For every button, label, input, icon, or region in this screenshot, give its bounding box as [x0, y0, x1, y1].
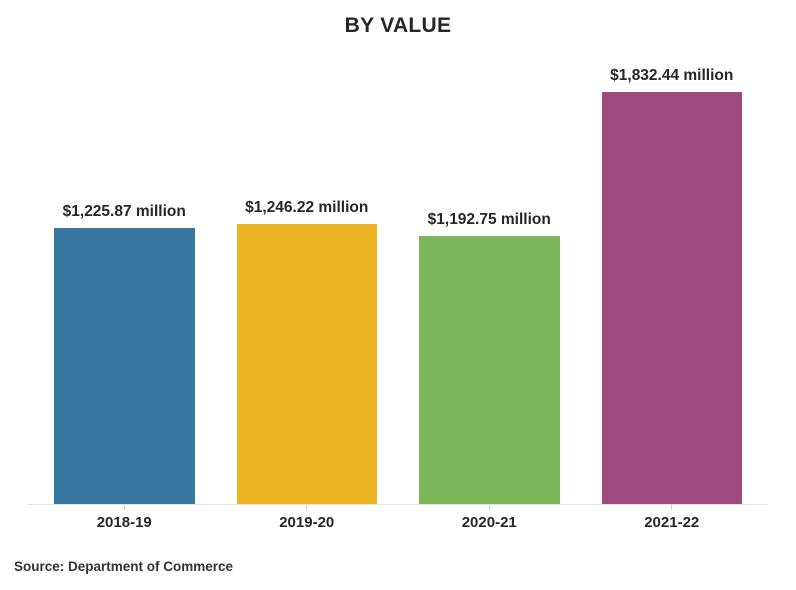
chart-title: BY VALUE [344, 14, 452, 37]
axis-tick [306, 505, 308, 510]
x-axis-labels: 2018-19 2019-20 2020-21 2021-22 [28, 505, 768, 531]
bar-column-2020-21: $1,192.75 million [419, 211, 560, 504]
bar-rect [601, 92, 742, 504]
axis-tick [671, 505, 673, 510]
bar-column-2019-20: $1,246.22 million [236, 199, 377, 504]
x-tick-cell: 2019-20 [237, 505, 378, 531]
bar-value-label: $1,225.87 million [62, 203, 186, 220]
source-note: Source: Department of Commerce [14, 559, 234, 574]
x-axis-label: 2018-19 [96, 514, 152, 531]
bar-value-label: $1,832.44 million [610, 67, 734, 84]
x-axis-label: 2021-22 [644, 514, 700, 531]
bar-column-2021-22: $1,832.44 million [601, 67, 742, 504]
axis-tick [123, 505, 125, 510]
x-axis-label: 2019-20 [279, 514, 335, 531]
bar-rect [419, 236, 560, 504]
x-tick-cell: 2020-21 [419, 505, 560, 531]
axis-tick [488, 505, 490, 510]
bar-chart-plot: $1,225.87 million $1,246.22 million $1,192… [28, 56, 768, 531]
bar-column-2018-19: $1,225.87 million [54, 203, 195, 504]
bars-area: $1,225.87 million $1,246.22 million $1,192… [28, 56, 768, 505]
x-tick-cell: 2021-22 [602, 505, 743, 531]
bar-value-label: $1,192.75 million [427, 211, 551, 228]
bar-rect [236, 224, 377, 504]
bar-value-label: $1,246.22 million [245, 199, 369, 216]
x-axis-label: 2020-21 [461, 514, 517, 531]
bar-rect [54, 228, 195, 504]
x-tick-cell: 2018-19 [54, 505, 195, 531]
